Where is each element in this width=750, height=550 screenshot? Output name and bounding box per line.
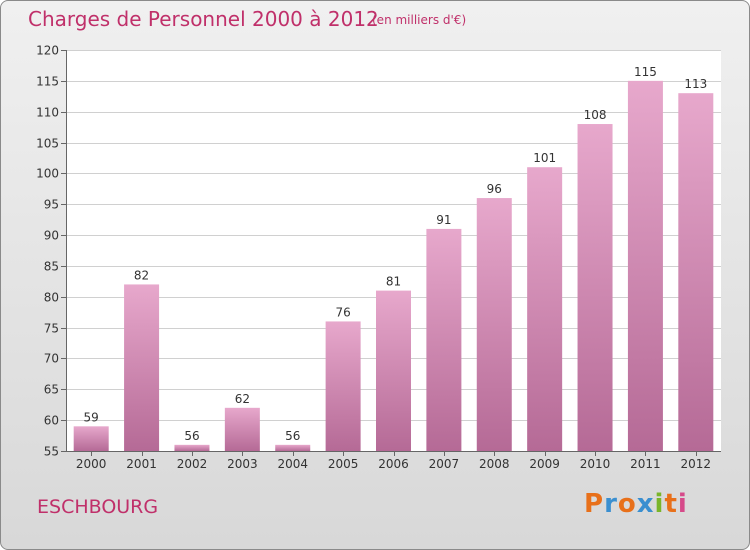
y-tick-label: 75: [44, 322, 59, 336]
commune-name: ESCHBOURG: [37, 496, 159, 518]
bar-value-label: 81: [386, 275, 401, 289]
logo-letter: o: [617, 489, 637, 519]
bar: [73, 426, 109, 451]
bar-value-label: 96: [487, 182, 502, 196]
y-tick-label: 65: [44, 383, 59, 397]
y-tick-label: 95: [44, 198, 59, 212]
y-tick-label: 115: [36, 75, 59, 89]
x-tick-label: 2011: [630, 457, 661, 471]
bar: [678, 93, 714, 451]
x-tick-label: 2010: [580, 457, 611, 471]
bar-value-label: 62: [235, 392, 250, 406]
logo-letter: x: [636, 489, 655, 519]
x-tick-label: 2006: [378, 457, 409, 471]
bar-value-label: 56: [285, 429, 300, 443]
x-tick-label: 2002: [177, 457, 208, 471]
x-tick-label: 2008: [479, 457, 510, 471]
bar-value-label: 108: [584, 108, 607, 122]
bar-value-label: 76: [335, 305, 350, 319]
chart-subtitle: (en milliers d'€): [372, 13, 467, 27]
bar: [476, 198, 512, 451]
x-tick-label: 2003: [227, 457, 258, 471]
x-tick-label: 2000: [76, 457, 107, 471]
bar: [577, 124, 613, 452]
bar-value-label: 82: [134, 268, 149, 282]
y-tick-label: 100: [36, 167, 59, 181]
bar: [275, 444, 311, 451]
proxiti-logo: Proxiti: [584, 489, 688, 519]
chart-title: Charges de Personnel 2000 à 2012: [28, 7, 379, 31]
logo-letter: i: [677, 489, 688, 519]
bar-value-label: 113: [684, 77, 707, 91]
x-tick-label: 2004: [277, 457, 308, 471]
y-tick-label: 60: [44, 414, 59, 428]
bar-value-label: 56: [184, 429, 199, 443]
bar-value-label: 59: [84, 410, 99, 424]
logo-letter: r: [604, 489, 618, 519]
x-tick-label: 2009: [529, 457, 560, 471]
y-tick-label: 90: [44, 229, 59, 243]
y-tick-label: 110: [36, 106, 59, 120]
bar: [376, 290, 411, 451]
bar: [527, 167, 563, 451]
bar: [426, 228, 462, 451]
bar-value-label: 115: [634, 65, 657, 79]
bar: [325, 321, 361, 451]
bar: [627, 80, 663, 451]
logo-letter: i: [654, 489, 665, 519]
x-tick-label: 2005: [328, 457, 359, 471]
bar: [124, 284, 160, 451]
y-tick-label: 70: [44, 352, 59, 366]
bar-value-label: 101: [533, 151, 556, 165]
y-tick-label: 80: [44, 291, 59, 305]
x-tick-label: 2001: [126, 457, 157, 471]
x-tick-label: 2007: [429, 457, 460, 471]
bar-value-label: 91: [436, 213, 451, 227]
logo-letter: t: [664, 489, 678, 519]
bar: [174, 444, 210, 451]
bar: [224, 407, 260, 451]
y-tick-label: 85: [44, 260, 59, 274]
logo-letter: P: [584, 489, 605, 519]
x-tick-label: 2012: [681, 457, 712, 471]
y-tick-label: 105: [36, 137, 59, 151]
y-tick-label: 120: [36, 44, 59, 58]
y-tick-label: 55: [44, 445, 59, 459]
